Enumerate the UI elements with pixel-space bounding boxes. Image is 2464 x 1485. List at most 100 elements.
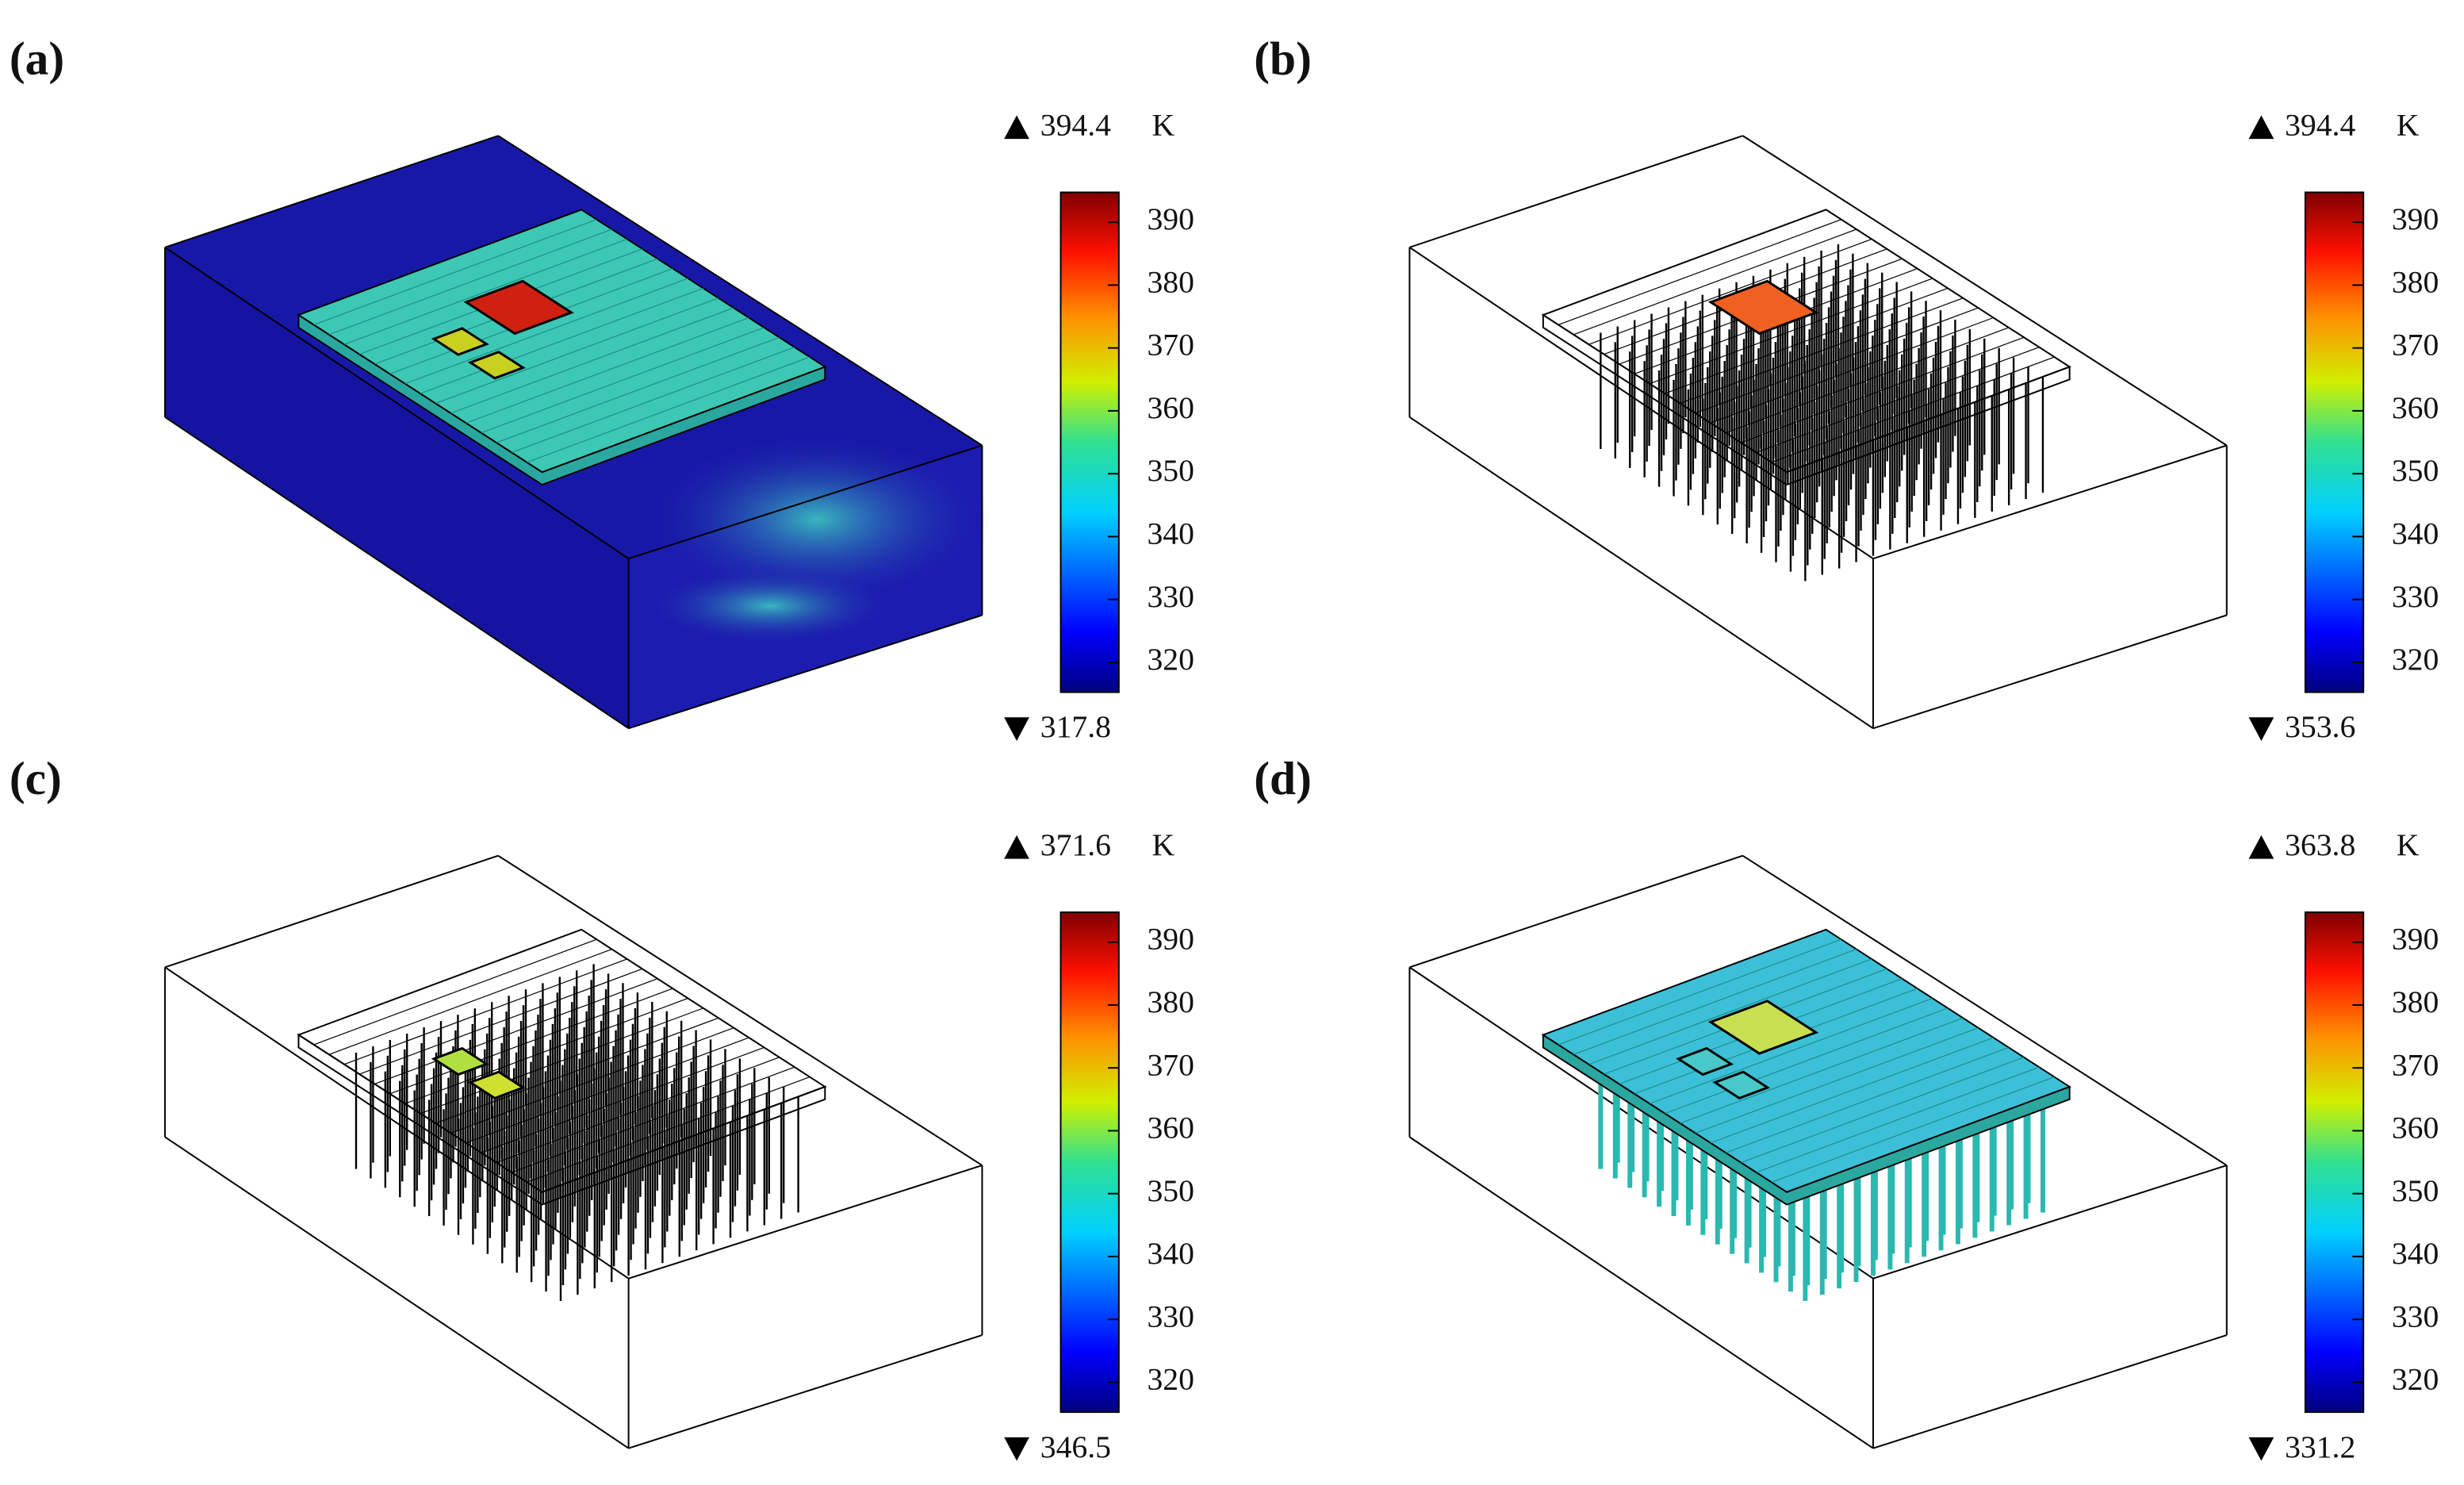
plate-line [1665,1007,1949,1115]
box-edge [1872,1165,2228,1280]
box-edge [164,1136,630,1449]
max-value: 371.6 [1040,827,1111,862]
box-edge [1872,444,2228,560]
plate-line [1573,949,1857,1055]
plate-line [1680,297,1964,405]
box-edge [164,854,499,969]
box-edge [164,416,630,729]
colorbar-tick-label: 390 [1147,922,1194,957]
box-edge [1408,416,1874,729]
colorbar-tick-label: 320 [1147,642,1194,677]
chip [431,1046,489,1076]
chip [467,1070,526,1099]
panel: (a) 390 380 370 360 350 340 330 320 394.4 K 317.8 [10,33,1194,745]
plate-line [359,968,643,1075]
colorbar-tick-label: 340 [1147,1236,1194,1271]
plate-line [435,1017,719,1124]
plate [297,928,827,1193]
chip [1676,1046,1734,1076]
max-value: 394.4 [1040,107,1111,142]
box-edge [1872,1334,2228,1449]
chip [1707,1000,1819,1055]
plate-line [1756,347,2040,453]
panel: (d) 390 380 370 360 350 340 330 320 363.8 K 331.2 [1254,752,2439,1464]
unit: K [2397,107,2420,142]
plate-line [1573,228,1857,336]
flow [644,432,991,606]
plate-line [374,978,658,1085]
colorbar-tick-label: 380 [2392,264,2439,299]
colorbar-tick-label: 340 [1147,516,1194,551]
plate-line [328,228,612,336]
min-value: 353.6 [2285,709,2355,744]
box-left [165,247,629,729]
plate-line [481,1046,764,1153]
box-edge [164,247,630,559]
colorbar-tick-label: 350 [1147,453,1194,488]
panel-label: (a) [10,33,64,85]
plate-line [1588,958,1872,1065]
max-marker [2248,115,2274,140]
colorbar-tick-label: 320 [1147,1362,1194,1397]
min-value: 317.8 [1040,709,1111,744]
max-marker [1004,835,1029,859]
colorbar [1060,191,1120,693]
colorbar-tick-label: 340 [2392,1236,2439,1271]
plate-line [1695,1027,1979,1134]
plate-line [1558,938,1841,1046]
box-edge [1408,966,1874,1280]
plate-line [1558,219,1841,325]
plate-line [420,1007,703,1115]
colorbar-tick-label: 370 [2392,1047,2439,1082]
colorbar-tick-label: 380 [1147,984,1194,1019]
max-value: 363.8 [2285,827,2355,862]
plate-line [343,238,627,345]
panel-label: (b) [1254,33,1312,85]
chip [431,327,489,356]
plate-line [1725,1046,2010,1153]
colorbar [1060,911,1120,1414]
max-marker [2248,835,2274,859]
colorbar-tick-label: 360 [2392,390,2439,425]
min-value: 331.2 [2285,1429,2355,1464]
box-edge [1408,1136,1874,1449]
chip [1707,279,1819,336]
box-edge [1742,854,2228,1166]
colorbar-tick-label: 350 [2392,1173,2439,1208]
chip [463,279,574,336]
colorbar-tick-label: 330 [1147,579,1194,614]
plate-line [1665,287,1949,394]
colorbar-tick-label: 370 [1147,1047,1194,1082]
plate-line [1771,356,2055,463]
plate-line [466,317,749,424]
plate-line [435,297,719,405]
unit: K [2397,827,2420,862]
plate-line [527,356,810,463]
box-edge [1409,135,1743,248]
plate-line [1725,327,2010,434]
colorbar-tick-label: 350 [1147,1173,1194,1208]
plate-line [1695,307,1979,414]
box-edge [1409,854,1743,969]
plate-line [404,997,688,1104]
colorbar-tick-label: 340 [2392,516,2439,551]
plate-line [1650,278,1933,385]
colorbar-tick-label: 390 [2392,201,2439,236]
colorbar [2304,191,2365,693]
panel-label: (c) [10,752,62,804]
unit: K [1152,827,1175,862]
plate-line [450,1027,734,1134]
plate-line [1650,997,1933,1104]
colorbar-tick-label: 370 [2392,328,2439,363]
plate-line [1680,1017,1964,1124]
plate-line [1588,238,1872,345]
min-value: 346.5 [1040,1429,1111,1464]
plate-line [389,988,673,1095]
min-marker [2248,717,2274,742]
panel: (c) 390 380 370 360 350 340 330 320 371.6 K 346.5 [10,752,1194,1464]
box-edge [1872,614,2228,730]
box-edge [497,135,983,447]
box-edge [628,614,983,730]
box-edge [164,135,499,248]
